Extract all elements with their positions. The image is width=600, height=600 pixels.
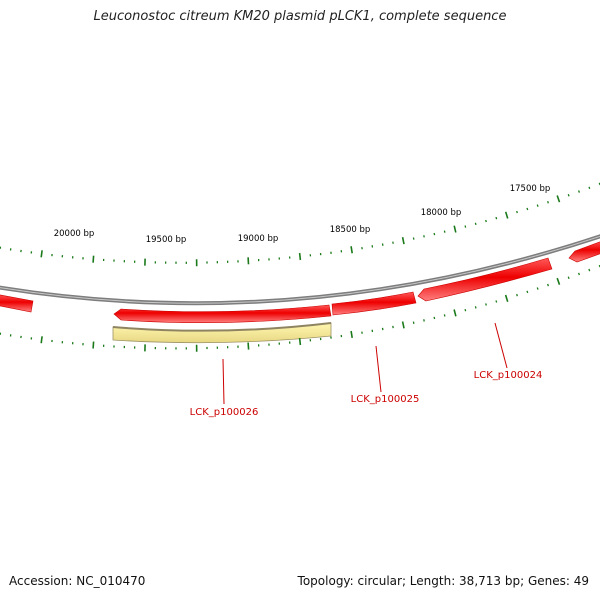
gene-label-leaders [222,322,508,405]
inner-tick [350,330,353,339]
inner-tick [474,306,477,309]
inner-tick [485,303,487,306]
leader-lck-p100024 [494,322,508,369]
inner-tick [433,316,436,320]
gene-labels: LCK_p100026 LCK_p100025 LCK_p100024 [190,370,543,418]
gene-label-lck-p100025[interactable]: LCK_p100025 [351,394,420,405]
scale-label-19500: 19500 bp [146,235,187,245]
gene-arrow-lck-p100026[interactable] [113,304,332,324]
topology-summary: Topology: circular; Length: 38,713 bp; G… [297,574,589,588]
inner-tick [40,336,43,344]
gene-track [0,240,600,344]
scale-label-18000: 18000 bp [421,208,462,218]
inner-tick [588,268,591,272]
inner-tick-ring [0,264,600,352]
inner-tick [567,276,570,280]
accession-text: Accession: NC_010470 [9,574,146,588]
outer-tick-ring [0,182,600,267]
inner-tick [504,294,509,302]
scale-label-17500: 17500 bp [510,184,551,194]
outer-tick [453,225,457,233]
outer-tick [504,211,509,219]
outer-tick [350,246,353,254]
inner-tick [546,283,550,287]
gene-label-lck-p100024[interactable]: LCK_p100024 [474,370,543,381]
inner-tick [526,290,529,294]
gene-arrow-right-fragment[interactable] [568,240,600,263]
inner-tick [556,277,561,285]
plasmid-backbone [0,234,600,306]
outer-tick [526,207,529,211]
outer-tick [464,225,467,228]
outer-tick [556,195,561,203]
outer-tick [401,237,405,245]
inner-tick [536,287,539,290]
inner-tick [401,321,405,329]
outer-tick [547,201,549,204]
leader-lck-p100026 [222,358,225,405]
scale-labels: 20000 bp 19500 bp 19000 bp 18500 bp 1800… [54,184,551,245]
gene-label-lck-p100026[interactable]: LCK_p100026 [190,407,259,418]
outer-tick [588,186,591,190]
gene-arrow-lck-p100024[interactable] [417,257,553,302]
inner-tick [298,337,302,346]
outer-tick [567,193,570,197]
map-title: Leuconostoc citreum KM20 plasmid pLCK1, … [93,9,507,24]
inner-tick [464,308,467,312]
scale-label-19000: 19000 bp [238,234,279,244]
outer-tick [298,252,302,261]
scale-label-18500: 18500 bp [330,225,371,235]
gene-arrow-left-fragment[interactable] [0,294,34,313]
outer-tick [474,222,477,226]
outer-tick [536,204,539,207]
outer-tick [443,230,446,233]
inner-tick [92,341,95,349]
inner-tick [495,300,498,303]
outer-tick [516,210,518,214]
outer-tick [92,255,95,263]
leader-lck-p100025 [375,345,382,393]
inner-tick [412,321,415,324]
outer-tick [485,219,487,223]
outer-tick [433,232,436,236]
scale-label-20000: 20000 bp [54,229,95,239]
inner-tick [453,309,457,317]
outer-tick [577,190,581,193]
inner-tick [247,342,250,350]
inner-tick [516,293,518,297]
outer-tick [412,237,415,240]
outer-tick [495,216,498,220]
outer-tick [40,250,43,258]
inner-tick [443,314,446,317]
inner-tick [577,272,581,276]
gene-arrow-lck-p100025[interactable] [331,291,417,316]
